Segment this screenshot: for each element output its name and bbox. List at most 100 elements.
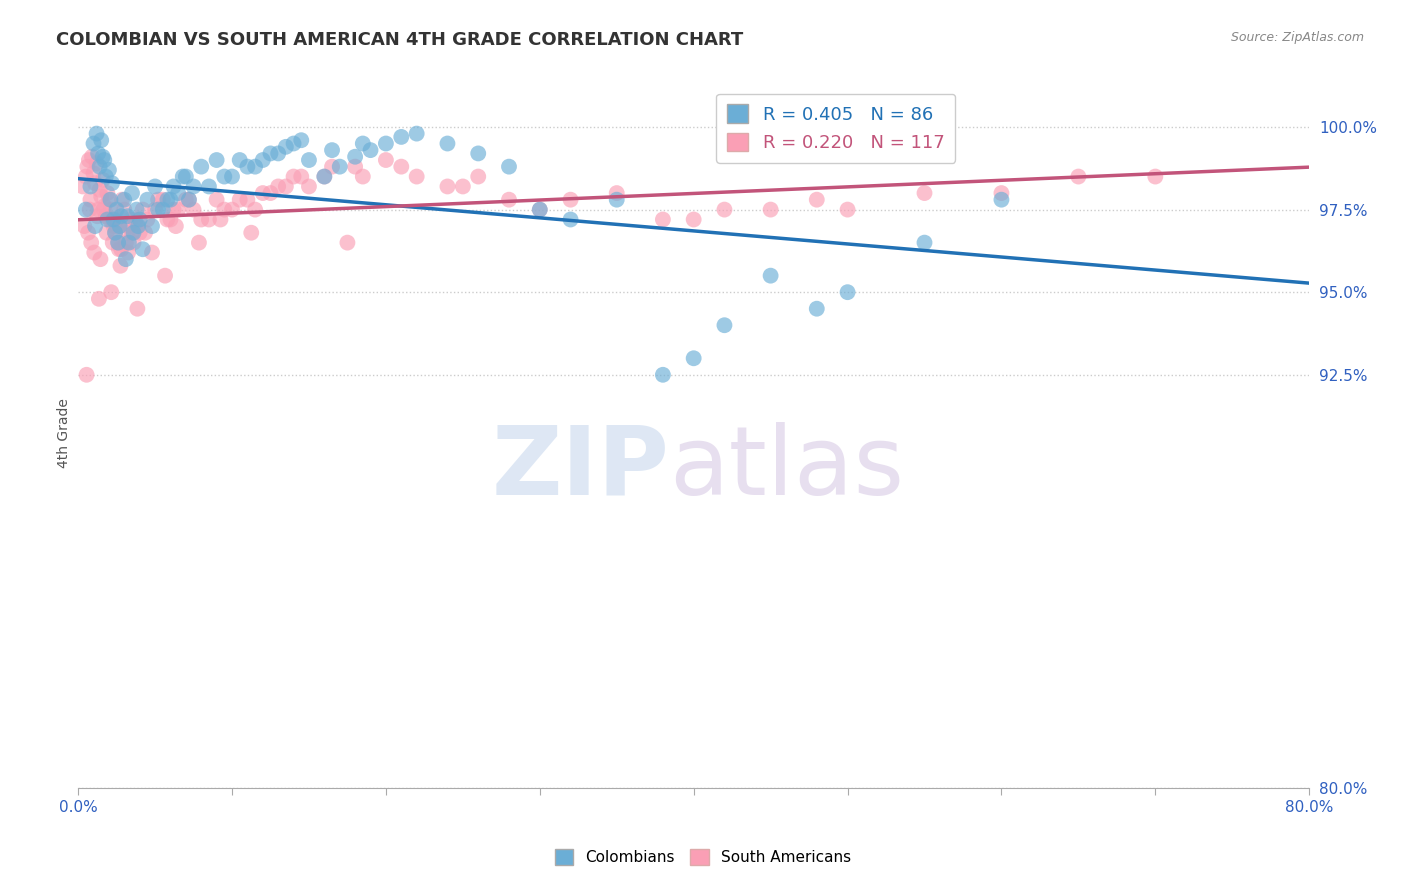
Point [73, 219, 96, 233]
Point [198, 179, 221, 194]
Point [236, 160, 259, 174]
Point [91, 173, 114, 187]
Point [128, 212, 150, 227]
Point [79, 202, 101, 217]
Point [86, 127, 108, 141]
Point [84, 219, 107, 233]
Point [103, 212, 125, 227]
Point [121, 226, 143, 240]
Point [190, 212, 212, 227]
Point [283, 136, 305, 151]
Point [252, 186, 274, 200]
Point [806, 193, 828, 207]
Point [107, 235, 129, 250]
Text: ZIP: ZIP [491, 422, 669, 515]
Point [560, 212, 582, 227]
Point [651, 212, 673, 227]
Point [118, 219, 141, 233]
Point [83, 136, 105, 151]
Point [124, 212, 146, 227]
Point [321, 160, 343, 174]
Point [89, 252, 111, 267]
Point [128, 226, 150, 240]
Point [110, 242, 132, 256]
Point [87, 146, 110, 161]
Text: Source: ZipAtlas.com: Source: ZipAtlas.com [1230, 31, 1364, 45]
Point [101, 176, 124, 190]
Point [252, 153, 274, 167]
Point [108, 242, 131, 256]
Point [759, 268, 782, 283]
Point [153, 268, 176, 283]
Point [120, 212, 142, 227]
Point [75, 202, 97, 217]
Point [405, 127, 427, 141]
Point [205, 193, 228, 207]
Point [290, 133, 312, 147]
Point [94, 169, 117, 184]
Point [236, 193, 259, 207]
Point [80, 150, 103, 164]
Point [529, 202, 551, 217]
Point [298, 153, 321, 167]
Point [914, 186, 936, 200]
Point [529, 202, 551, 217]
Point [990, 193, 1012, 207]
Point [96, 186, 118, 200]
Legend: Colombians, South Americans: Colombians, South Americans [548, 843, 858, 871]
Point [156, 212, 179, 227]
Point [79, 193, 101, 207]
Point [79, 179, 101, 194]
Point [806, 301, 828, 316]
Point [177, 193, 200, 207]
Point [713, 318, 735, 333]
Point [198, 212, 221, 227]
Point [209, 212, 232, 227]
Point [314, 169, 336, 184]
Point [122, 226, 145, 240]
Point [84, 176, 107, 190]
Point [93, 202, 115, 217]
Point [436, 136, 458, 151]
Point [104, 226, 127, 240]
Point [713, 202, 735, 217]
Point [560, 193, 582, 207]
Point [76, 160, 98, 174]
Point [205, 153, 228, 167]
Point [259, 146, 281, 161]
Point [162, 179, 184, 194]
Point [156, 193, 179, 207]
Point [111, 193, 134, 207]
Point [146, 202, 169, 217]
Point [89, 183, 111, 197]
Point [136, 212, 159, 227]
Point [1067, 169, 1090, 184]
Point [498, 193, 520, 207]
Point [108, 219, 131, 233]
Point [174, 169, 197, 184]
Point [98, 212, 121, 227]
Point [112, 193, 135, 207]
Point [177, 193, 200, 207]
Point [374, 153, 396, 167]
Point [240, 226, 263, 240]
Point [221, 169, 243, 184]
Point [105, 202, 128, 217]
Point [159, 193, 181, 207]
Point [83, 245, 105, 260]
Point [125, 219, 148, 233]
Point [174, 193, 197, 207]
Point [243, 202, 266, 217]
Point [321, 143, 343, 157]
Point [243, 160, 266, 174]
Point [467, 169, 489, 184]
Point [283, 169, 305, 184]
Point [187, 235, 209, 250]
Point [259, 186, 281, 200]
Point [97, 193, 120, 207]
Point [89, 160, 111, 174]
Point [221, 202, 243, 217]
Point [105, 212, 128, 227]
Point [183, 179, 205, 194]
Point [114, 252, 136, 267]
